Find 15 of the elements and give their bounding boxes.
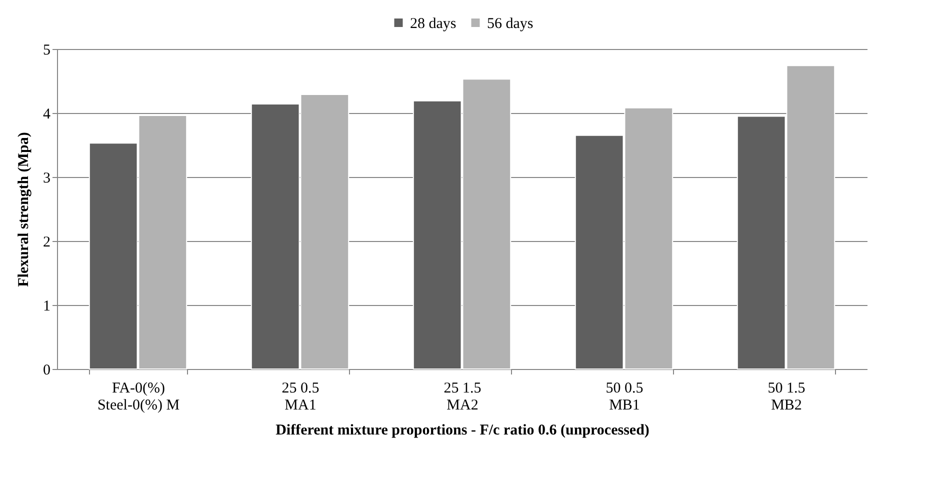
y-tick-label: 1 xyxy=(43,298,50,314)
x-tick-label: 50 0.5 MB1 xyxy=(606,380,644,414)
y-tick-label: 2 xyxy=(43,234,50,250)
legend-label: 28 days xyxy=(410,16,456,32)
x-tick-label: FA-0(%) Steel-0(%) M xyxy=(97,380,180,414)
y-axis-title: Flexural strength (Mpa) xyxy=(16,132,32,287)
legend-label: 56 days xyxy=(487,16,534,32)
x-axis-title: Different mixture proportions - F/c ratio 0.6 (unprocessed) xyxy=(276,422,650,438)
x-tick-label: 25 0.5 MA1 xyxy=(282,380,320,414)
y-tick-label: 4 xyxy=(43,106,51,122)
y-tick-label: 0 xyxy=(43,362,50,378)
y-tick-label: 5 xyxy=(43,42,50,58)
y-tick-label: 3 xyxy=(43,170,50,186)
x-tick-label: 25 1.5 MA2 xyxy=(444,380,482,414)
x-tick-label: 50 1.5 MB2 xyxy=(768,380,806,414)
